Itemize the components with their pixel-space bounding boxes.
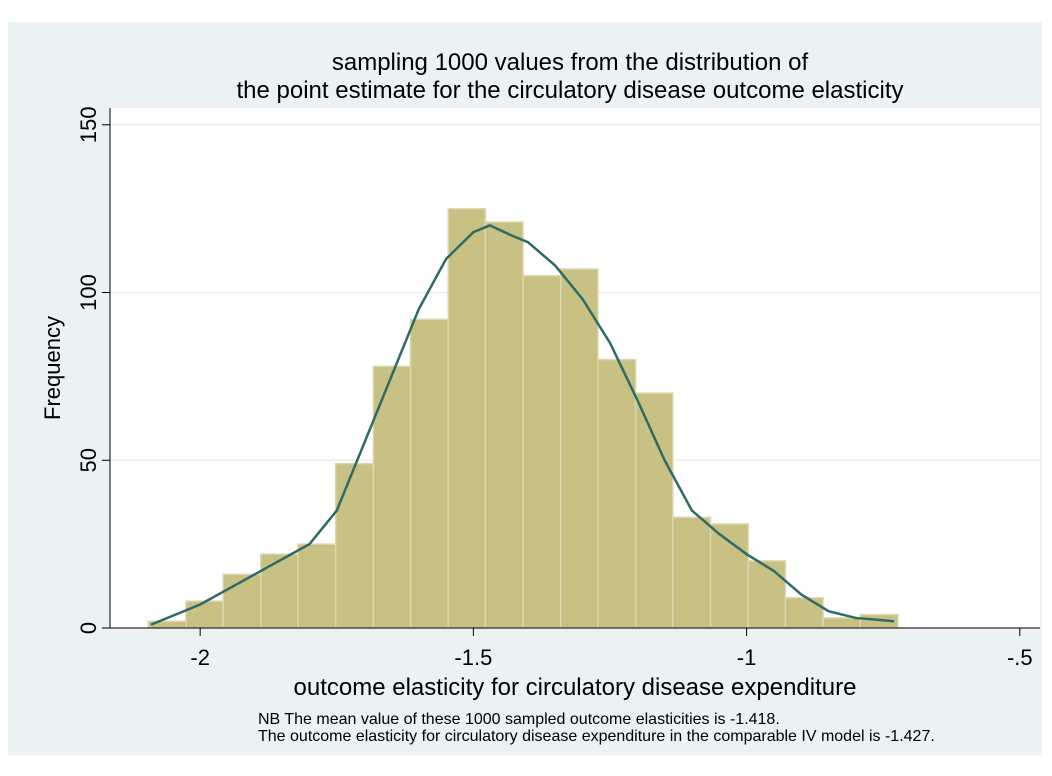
y-tick-label: 100 [76,274,101,311]
bar [372,365,412,629]
bar [522,274,562,629]
y-tick-label: 150 [76,106,101,143]
note: NB The mean value of these 1000 sampled … [258,711,780,728]
y-tick-label: 50 [76,448,101,472]
note: The outcome elasticity for circulatory d… [258,728,935,745]
x-axis-label: outcome elasticity for circulatory disea… [294,674,857,701]
bar [672,516,712,629]
bar [447,207,487,629]
bar [634,392,674,629]
bar [784,597,824,629]
bar [185,600,224,629]
bar [597,358,637,629]
x-tick-label: -2 [190,645,210,670]
bar [560,268,599,629]
y-tick-label: 0 [76,622,101,634]
bar [334,462,375,629]
x-tick-label: -1 [737,645,757,670]
y-axis-label: Frequency [40,316,65,420]
chart-title: the point estimate for the circulatory d… [237,77,904,104]
bar [822,617,861,629]
bar [297,543,337,629]
bar [409,318,449,629]
density-line [150,224,895,626]
bar [747,560,787,629]
chart-title: sampling 1000 values from the distributi… [332,49,809,76]
bar [484,221,524,629]
x-tick-label: -.5 [1007,645,1033,670]
bar [222,573,262,629]
bar [709,523,749,629]
bar [260,553,299,629]
x-tick-label: -1.5 [454,645,492,670]
